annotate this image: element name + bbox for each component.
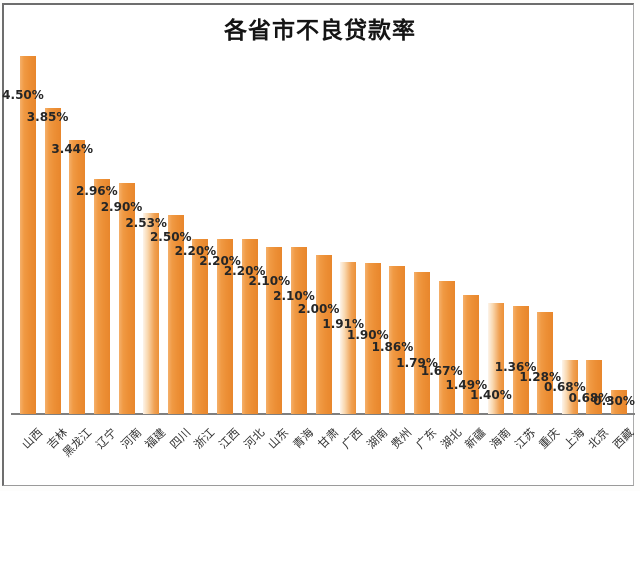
bar-上海	[561, 359, 578, 414]
bar-福建	[143, 212, 160, 414]
bar-value-label: 2.20%	[174, 244, 217, 258]
bar-value-label: 2.20%	[223, 264, 266, 278]
bar-value-label: 1.91%	[322, 317, 364, 331]
bar-value-label: 0.68%	[568, 391, 611, 405]
bar-北京	[586, 359, 603, 414]
bar-广东	[414, 271, 431, 414]
bar-value-label: 1.36%	[494, 360, 537, 374]
bar-value-label: 4.50%	[2, 88, 44, 102]
bar-value-label: 2.96%	[76, 184, 118, 198]
bar-河北	[241, 238, 258, 414]
bar-value-label: 0.68%	[544, 380, 586, 394]
bar-湖北	[438, 281, 455, 414]
bar-value-label: 2.53%	[125, 216, 167, 230]
chart-title: 各省市不良贷款率	[224, 18, 416, 44]
bar-山西	[20, 55, 36, 414]
bar-value-label: 2.90%	[100, 200, 143, 214]
bar-广西	[340, 262, 357, 414]
bar-黑龙江	[69, 140, 86, 414]
bar-value-label: 0.30%	[593, 394, 635, 408]
bar-山东	[266, 246, 283, 414]
bar-value-label: 2.10%	[248, 274, 291, 288]
bar-新疆	[463, 295, 480, 414]
bar-value-label: 1.67%	[420, 364, 463, 378]
bar-value-label: 1.40%	[470, 388, 512, 402]
bar-河南	[118, 183, 135, 414]
x-axis-line	[11, 413, 635, 415]
bar-value-label: 2.10%	[273, 289, 315, 303]
bar-湖南	[364, 262, 381, 414]
bar-辽宁	[93, 178, 110, 414]
bar-西藏	[611, 390, 628, 414]
bar-value-label: 1.28%	[519, 370, 562, 384]
bar-四川	[167, 215, 184, 414]
bar-value-label: 1.86%	[371, 340, 414, 354]
bar-value-label: 2.50%	[149, 230, 192, 244]
bar-贵州	[389, 266, 406, 414]
bar-value-label: 1.90%	[346, 328, 389, 342]
bar-value-label: 2.00%	[297, 302, 340, 316]
bar-重庆	[537, 312, 554, 414]
bar-value-label: 3.44%	[51, 142, 94, 156]
bar-甘肃	[315, 254, 332, 414]
bar-value-label: 2.20%	[199, 254, 241, 268]
bar-value-label: 1.79%	[396, 356, 438, 370]
bar-value-label: 3.85%	[26, 110, 69, 124]
bar-江苏	[512, 305, 529, 414]
bar-浙江	[192, 238, 209, 414]
chart-canvas: 各省市不良贷款率 4.50% 山西 3.85% 吉林 3.44% 黑龙江 2.96% 辽宁 2.…	[2, 3, 637, 486]
bar-吉林	[44, 107, 61, 414]
bar-青海	[290, 246, 307, 414]
bar-海南	[487, 302, 504, 414]
bar-value-label: 1.49%	[445, 378, 488, 392]
bar-江西	[217, 238, 234, 414]
